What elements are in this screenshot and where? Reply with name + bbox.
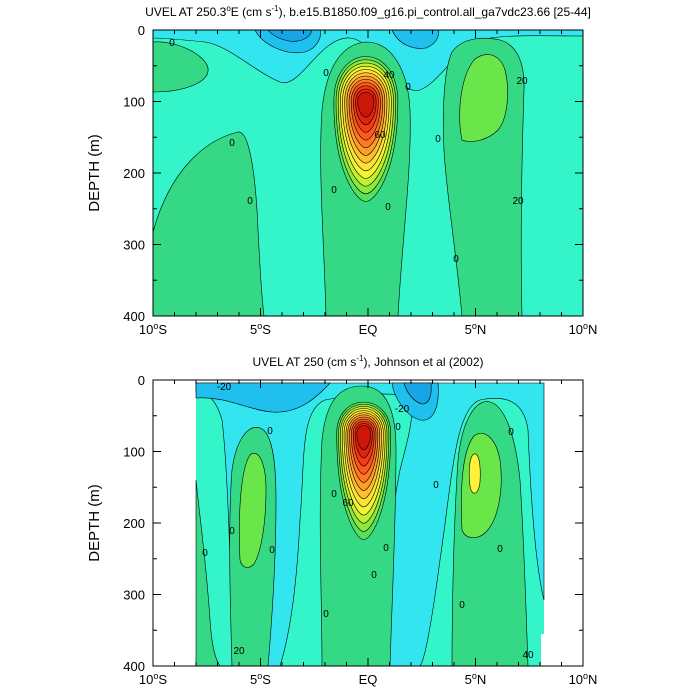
top-contour-label: 40 xyxy=(383,70,395,81)
bottom-contour-label: 0 xyxy=(508,427,514,438)
bottom-x-tick-label: 10oS xyxy=(139,671,167,687)
top-contour-field xyxy=(153,30,583,316)
bottom-contour-field xyxy=(195,382,545,666)
bottom-y-tick-label: 200 xyxy=(123,516,145,531)
top-contour-label: 0 xyxy=(385,202,391,213)
top-light-green-right xyxy=(459,54,508,142)
top-y-tick-label: 200 xyxy=(123,166,145,181)
bottom-light-green-left xyxy=(239,453,267,568)
top-panel: UVEL AT 250.3oE (cm s-1), b.e15.B1850.f0… xyxy=(86,4,597,337)
bottom-contour-label: 0 xyxy=(371,570,377,581)
top-contour-label: 0 xyxy=(331,185,337,196)
top-y-tick-label: 300 xyxy=(123,238,145,253)
bottom-chart-title: UVEL AT 250 (cm s-1), Johnson et al (200… xyxy=(252,354,483,369)
bottom-y-tick-label: 400 xyxy=(123,659,145,674)
bottom-contour-label: 0 xyxy=(229,526,235,537)
bottom-contour-label: 0 xyxy=(433,480,439,491)
top-y-tick-label: 400 xyxy=(123,309,145,324)
bottom-contour-labels: -20 -20 0 0 0 0 0 0 0 0 0 0 0 0 0 20 40 60 xyxy=(202,382,534,661)
top-surface-blue-right xyxy=(391,30,439,49)
bottom-x-tick-label: 5oS xyxy=(250,671,271,687)
top-contour-label: 0 xyxy=(169,38,175,49)
bottom-x-tick-label: EQ xyxy=(359,672,378,687)
top-jet-core xyxy=(333,56,399,202)
bottom-contour-label: 0 xyxy=(331,489,337,500)
bottom-contour-label: 0 xyxy=(202,548,208,559)
bottom-x-tick-label: 10oN xyxy=(569,671,598,687)
top-x-tick-label: 5oS xyxy=(250,321,271,337)
bottom-yellow-right xyxy=(468,453,481,494)
top-contour-label: 20 xyxy=(516,76,528,87)
bottom-surface-blue-left xyxy=(195,382,331,413)
top-contour-label: 0 xyxy=(453,254,459,265)
top-contour-label: 60 xyxy=(374,130,386,141)
bottom-x-tick-label: 5oN xyxy=(465,671,487,687)
bottom-contour-label: 0 xyxy=(395,422,401,433)
top-x-tick-label: 10oN xyxy=(569,321,598,337)
bottom-contour-label: -20 xyxy=(217,382,232,393)
bottom-panel: UVEL AT 250 (cm s-1), Johnson et al (200… xyxy=(86,354,597,687)
top-green-left-surface xyxy=(153,41,209,93)
bottom-contour-label: 0 xyxy=(267,426,273,437)
bottom-contour-label: -20 xyxy=(395,404,410,415)
bottom-contour-label: 0 xyxy=(323,609,329,620)
bottom-contour-label: 0 xyxy=(459,600,465,611)
top-x-tick-label: 5oN xyxy=(465,321,487,337)
bottom-y-axis-label: DEPTH (m) xyxy=(86,484,103,562)
top-y-axis-label: DEPTH (m) xyxy=(86,134,103,212)
top-contour-label: 0 xyxy=(229,138,235,149)
top-contour-label: 0 xyxy=(435,134,441,145)
top-chart-title: UVEL AT 250.3oE (cm s-1), b.e15.B1850.f0… xyxy=(145,4,591,19)
bottom-contour-label: 40 xyxy=(522,650,534,661)
top-x-tick-label: EQ xyxy=(359,322,378,337)
bottom-y-tick-label: 300 xyxy=(123,588,145,603)
top-contour-labels: 0 0 0 0 0 0 0 0 0 20 20 40 60 xyxy=(169,38,528,265)
top-contour-label: 0 xyxy=(247,196,253,207)
bottom-y-tick-label: 100 xyxy=(123,445,145,460)
top-y-tick-label: 0 xyxy=(138,23,145,38)
bottom-contour-label: 60 xyxy=(342,498,354,509)
top-contour-label: 0 xyxy=(405,82,411,93)
top-contour-label: 0 xyxy=(323,68,329,79)
bottom-contour-label: 0 xyxy=(383,543,389,554)
top-green-left-deep xyxy=(153,131,265,316)
top-surface-blue-left-inner xyxy=(267,30,312,42)
bottom-contour-label: 0 xyxy=(269,545,275,556)
bottom-jet-core xyxy=(336,401,392,540)
bottom-green-far-left xyxy=(195,479,221,666)
bottom-contour-label: 0 xyxy=(497,544,503,555)
bottom-core-contour-11 xyxy=(356,425,371,451)
top-x-tick-label: 10oS xyxy=(139,321,167,337)
top-core-contour-11 xyxy=(357,91,375,118)
top-contour-label: 20 xyxy=(512,196,524,207)
bottom-y-tick-label: 0 xyxy=(138,373,145,388)
bottom-surface-darkblue xyxy=(403,382,432,405)
top-y-tick-label: 100 xyxy=(123,95,145,110)
bottom-contour-label: 20 xyxy=(233,646,245,657)
